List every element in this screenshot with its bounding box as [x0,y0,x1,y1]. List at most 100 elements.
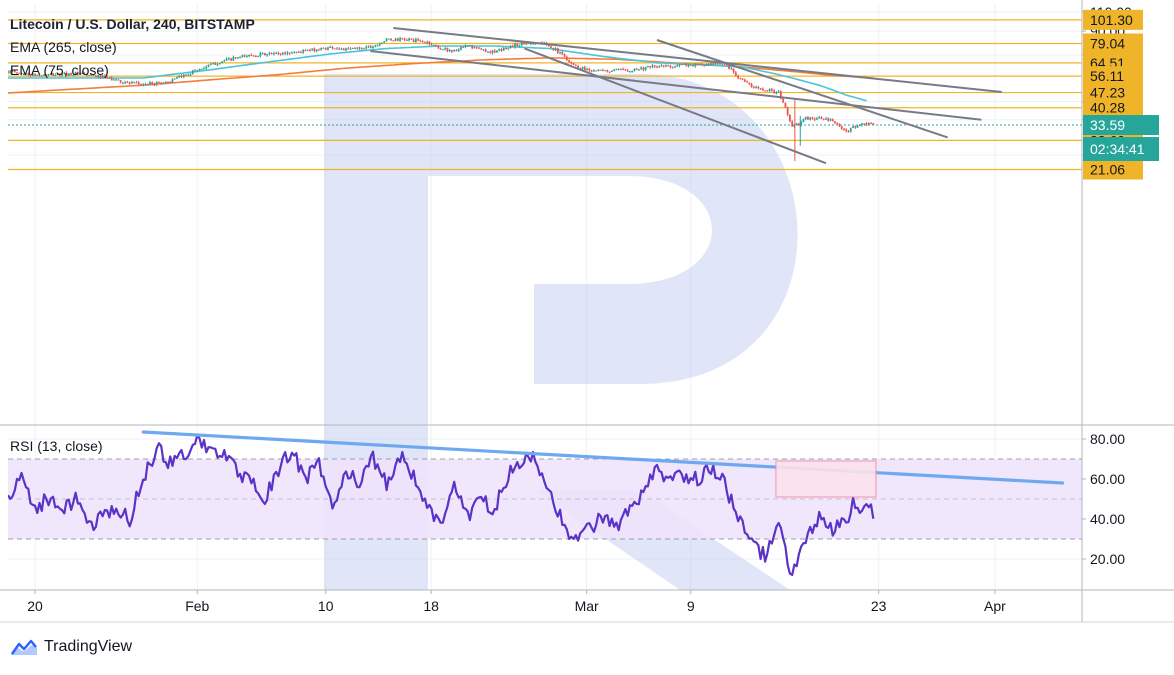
candle-body [583,67,586,71]
candle-body [216,64,219,66]
candle-body [610,70,613,72]
candle-body [212,63,214,65]
candle-body [518,45,521,47]
trendline [370,50,982,121]
x-tick-label: 10 [318,598,334,614]
candle-body [356,47,359,49]
candle-body [475,47,478,49]
candle-body [25,73,27,75]
candle-body [70,73,72,76]
candle-body [76,72,79,75]
candle-body [523,42,525,44]
candle-body [807,116,809,120]
candle-body [309,49,311,51]
candle-body [730,68,733,70]
candle-body [804,116,807,120]
x-tick-label: 23 [871,598,887,614]
candle-body [103,75,106,78]
trendline [393,27,1002,94]
tradingview-brand[interactable]: TradingView [10,636,132,658]
candle-body [755,86,758,88]
candle-body [115,79,118,81]
candle-body [347,48,350,50]
candle-body [604,70,607,72]
candle-body [789,114,791,122]
candle-body [99,75,102,79]
candle-body [376,45,379,47]
candle-body [149,82,151,85]
candle-body [331,46,334,49]
candle-body [514,44,516,48]
candle-body [586,68,589,71]
trendlines[interactable] [370,27,1002,165]
candle-body [845,129,848,132]
candle-body [647,66,649,68]
candle-body [198,68,201,71]
candle-body [101,75,104,79]
candle-body [856,125,859,128]
candle-body [189,74,192,76]
candle-body [254,56,257,58]
candle-body [11,70,14,72]
candle-body [405,39,408,41]
candle-body [387,38,390,40]
candle-body [811,117,814,119]
candle-body [318,49,320,51]
candle-body [160,82,163,84]
candle-body [153,84,156,86]
chart-title[interactable]: Litecoin / U.S. Dollar, 240, BITSTAMP [10,16,255,32]
candle-body [360,48,363,50]
candle-body [642,67,645,70]
level-tag [1083,82,1143,103]
trendline [656,39,948,139]
candle-body [90,74,93,76]
candle-body [272,53,275,55]
x-tick-label: Feb [185,598,209,614]
candle-body [739,77,742,79]
candle-body [507,48,510,50]
level-tag [1083,159,1143,180]
candle-body [572,62,575,65]
candle-body [766,90,769,92]
ema-slow-legend[interactable]: EMA (265, close) [10,39,117,55]
axes: 110.0090.0070.0043.0035.5024.50101.3079.… [27,4,1159,614]
candle-body [527,43,530,45]
level-tag-label: 101.30 [1090,12,1133,28]
candle-body [119,80,122,83]
candle-body [410,38,413,40]
candle-body [556,48,559,53]
level-tag-label: 40.28 [1090,100,1125,116]
candle-body [638,69,640,71]
candle-body [49,73,52,75]
candle-body [863,123,866,125]
candle-body [259,53,262,57]
candle-body [721,63,724,65]
candle-body [757,86,760,89]
rsi-legend[interactable]: RSI (13, close) [10,438,103,454]
rsi-tick-label: 40.00 [1090,511,1125,527]
candle-body [640,67,643,70]
candle-body [430,44,433,46]
candle-body [135,82,138,84]
rsi-band [8,458,1082,540]
candle-body [552,47,555,50]
candle-body [367,46,370,48]
candle-body [437,46,440,49]
candle-body [178,75,181,78]
candle-body [320,47,323,50]
candle-body [705,64,708,66]
candle-body [266,53,269,56]
brand-name: TradingView [44,638,133,655]
candle-body [155,81,158,85]
ema-fast-legend[interactable]: EMA (75, close) [10,62,109,78]
candle-body [656,66,658,68]
candle-body [798,123,800,126]
candle-body [439,48,442,50]
candle-body [831,119,834,122]
candle-body [865,123,868,125]
candle-body [629,71,631,73]
candle-body [200,68,203,70]
candle-body [236,57,239,59]
